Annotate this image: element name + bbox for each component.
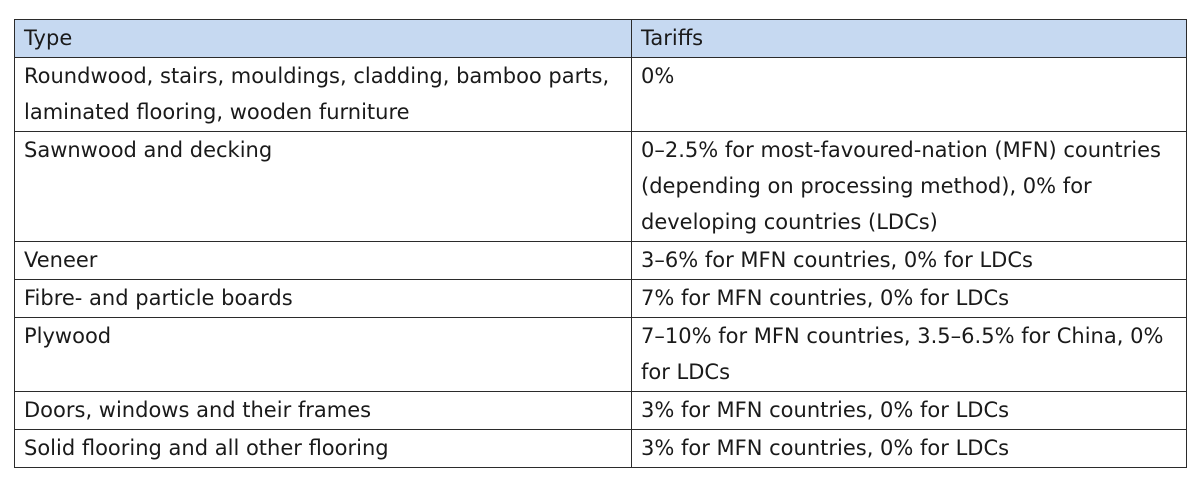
tariff-cell: 3% for MFN countries, 0% for LDCs <box>631 429 1187 468</box>
tariff-text: 3% for MFN countries, 0% for LDCs <box>641 436 1010 460</box>
type-cell: Plywood <box>14 317 632 392</box>
type-text: Solid flooring and all other flooring <box>24 436 389 460</box>
tariff-text: 3% for MFN countries, 0% for LDCs <box>641 398 1010 422</box>
type-text: Veneer <box>24 248 98 272</box>
tariff-cell: 7–10% for MFN countries, 3.5–6.5% for Ch… <box>631 317 1187 392</box>
type-text: Roundwood, stairs, mouldings, cladding, … <box>24 64 610 124</box>
tariff-cell: 3% for MFN countries, 0% for LDCs <box>631 391 1187 430</box>
tariff-cell: 3–6% for MFN countries, 0% for LDCs <box>631 241 1187 280</box>
type-cell: Solid flooring and all other flooring <box>14 429 632 468</box>
table-row: Veneer 3–6% for MFN countries, 0% for LD… <box>14 241 1187 280</box>
table-row: Sawnwood and decking 0–2.5% for most-fav… <box>14 131 1187 242</box>
type-text: Fibre- and particle boards <box>24 286 293 310</box>
tariff-text: 3–6% for MFN countries, 0% for LDCs <box>641 248 1033 272</box>
tariff-cell: 0–2.5% for most-favoured-nation (MFN) co… <box>631 131 1187 242</box>
table-row: Fibre- and particle boards 7% for MFN co… <box>14 279 1187 318</box>
table-row: Doors, windows and their frames 3% for M… <box>14 391 1187 430</box>
tariff-text: 7–10% for MFN countries, 3.5–6.5% for Ch… <box>641 324 1164 384</box>
type-text: Doors, windows and their frames <box>24 398 372 422</box>
tariff-cell: 0% <box>631 57 1187 132</box>
table-row: Roundwood, stairs, mouldings, cladding, … <box>14 57 1187 132</box>
header-type-label: Type <box>24 26 73 50</box>
tariff-text: 7% for MFN countries, 0% for LDCs <box>641 286 1010 310</box>
tariff-text: 0–2.5% for most-favoured-nation (MFN) co… <box>641 138 1161 234</box>
header-row: Type Tariffs <box>14 19 1187 58</box>
header-type: Type <box>14 19 632 58</box>
header-tariffs: Tariffs <box>631 19 1187 58</box>
type-cell: Roundwood, stairs, mouldings, cladding, … <box>14 57 632 132</box>
type-cell: Doors, windows and their frames <box>14 391 632 430</box>
type-cell: Veneer <box>14 241 632 280</box>
tariff-cell: 7% for MFN countries, 0% for LDCs <box>631 279 1187 318</box>
table-body: Roundwood, stairs, mouldings, cladding, … <box>14 57 1187 468</box>
type-text: Plywood <box>24 324 112 348</box>
header-tariffs-label: Tariffs <box>641 26 704 50</box>
type-cell: Fibre- and particle boards <box>14 279 632 318</box>
tariff-table: Type Tariffs Roundwood, stairs, moulding… <box>14 19 1187 468</box>
table-row: Plywood 7–10% for MFN countries, 3.5–6.5… <box>14 317 1187 392</box>
tariff-text: 0% <box>641 64 675 88</box>
type-text: Sawnwood and decking <box>24 138 273 162</box>
type-cell: Sawnwood and decking <box>14 131 632 242</box>
table-header: Type Tariffs <box>14 19 1187 58</box>
table-row: Solid flooring and all other flooring 3%… <box>14 429 1187 468</box>
